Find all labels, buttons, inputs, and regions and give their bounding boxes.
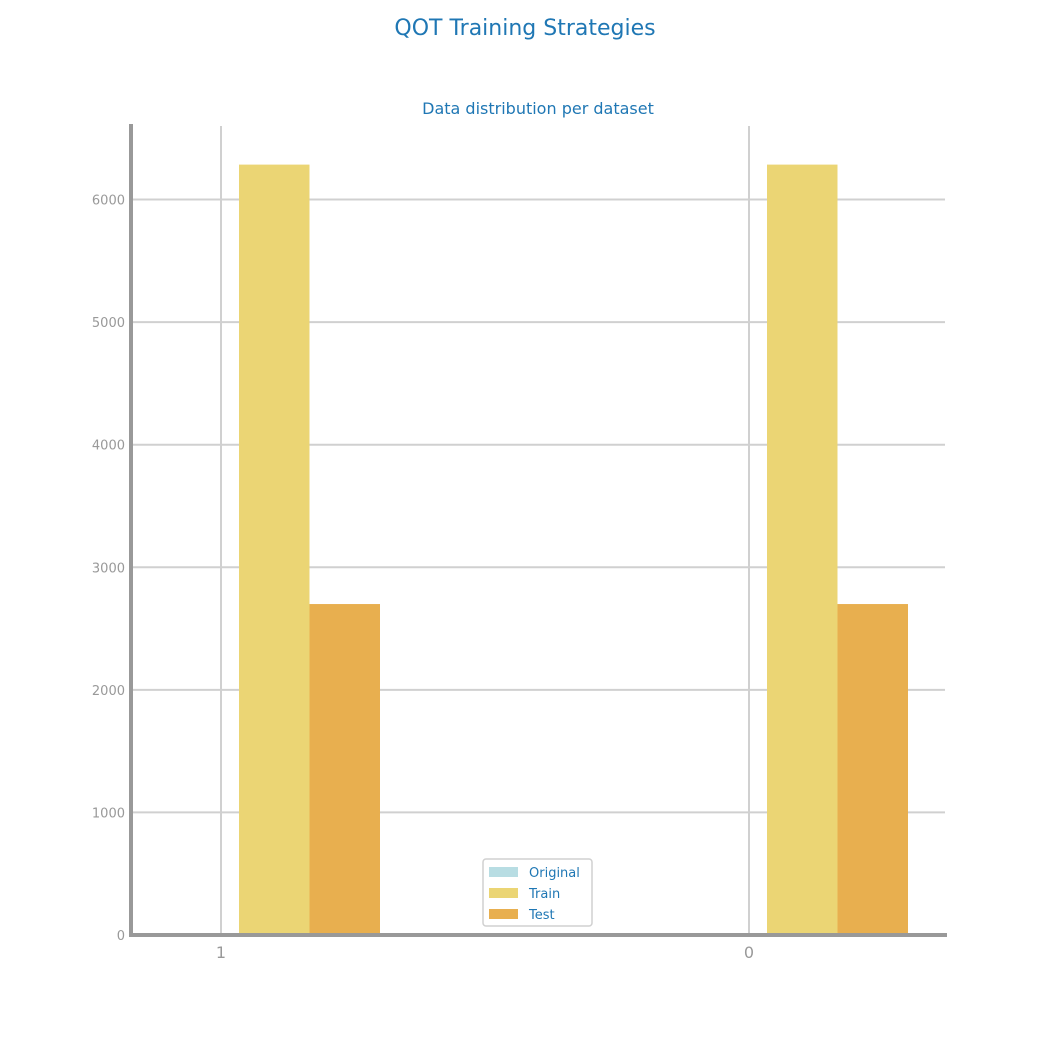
chart-title: Data distribution per dataset: [422, 99, 654, 118]
y-tick-labels: 0 1000 2000 3000 4000 5000 6000: [92, 194, 125, 944]
y-tick-label: 0: [117, 929, 125, 944]
y-tick-label: 1000: [92, 806, 125, 821]
bar-train-1: [239, 164, 310, 936]
bar-test-1: [309, 604, 380, 935]
bar-train-0: [767, 164, 838, 936]
legend-swatch-original: [489, 867, 518, 877]
legend-label-original: Original: [529, 866, 580, 881]
x-tick-label: 1: [216, 943, 226, 962]
legend-label-train: Train: [528, 887, 560, 902]
y-tick-label: 5000: [92, 316, 125, 331]
bar-test-0: [837, 604, 908, 935]
y-tick-label: 4000: [92, 439, 125, 454]
legend: Original Train Test: [482, 858, 593, 927]
legend-label-test: Test: [528, 908, 555, 923]
y-tick-label: 2000: [92, 684, 125, 699]
bars-group: [239, 164, 908, 936]
legend-swatch-train: [489, 888, 518, 898]
axes: [129, 124, 947, 937]
y-tick-label: 6000: [92, 194, 125, 209]
y-tick-label: 3000: [92, 561, 125, 576]
x-tick-label: 0: [744, 943, 754, 962]
figure-title: QOT Training Strategies: [394, 16, 656, 41]
legend-swatch-test: [489, 909, 518, 919]
